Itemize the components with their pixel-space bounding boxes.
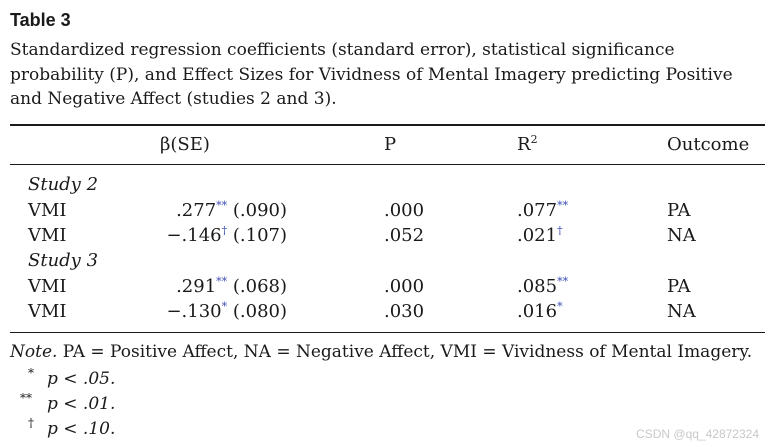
beta-coef: −.130 [166,301,222,322]
beta-sig-mark: ** [216,275,228,288]
note-label: Note. [10,342,58,362]
beta-se: (.107) [232,225,287,246]
row-label: VMI [28,225,67,246]
beta-se: (.090) [232,200,287,221]
r2-sig-mark: ** [557,199,569,212]
r2-number: .077 [517,200,558,221]
header-r2-base: R [517,134,531,155]
bottom-rule [10,332,765,333]
beta-value: −.130* (.080) [166,301,287,322]
beta-se: (.080) [232,301,287,322]
table-caption: Standardized regression coefficients (st… [10,40,733,109]
table-note: Note. PA = Positive Affect, NA = Negativ… [10,342,752,362]
beta-value: .277** (.090) [176,200,287,221]
beta-sig-mark: ** [216,199,228,212]
p-value: .000 [384,200,425,221]
r2-value: .021† [517,225,563,246]
watermark: CSDN @qq_42872324 [636,427,759,441]
table-label: Table 3 [10,10,71,30]
footnote-symbol: * [28,366,34,380]
footnote-symbol: † [28,416,34,430]
footnote-text: p < .10. [47,419,116,439]
beta-sig-mark: † [221,224,228,237]
outcome-value: PA [667,200,691,221]
r2-sig-mark: * [557,300,563,313]
header-r2: R2 [517,134,538,155]
r2-sig-mark: ** [557,275,569,288]
outcome-value: NA [667,301,696,322]
outcome-value: NA [667,225,696,246]
group-heading-study-3: Study 3 [28,250,99,271]
r2-number: .016 [517,301,558,322]
beta-coef: .277 [176,200,217,221]
beta-sig-mark: * [221,300,228,313]
note-text: PA = Positive Affect, NA = Negative Affe… [57,342,753,362]
footnote-symbol: ** [20,391,32,405]
header-beta: β(SE) [160,134,210,155]
header-r2-exponent: 2 [530,133,538,146]
header-outcome: Outcome [667,134,750,155]
beta-coef: .291 [176,276,217,297]
row-label: VMI [28,276,67,297]
beta-coef: −.146 [166,225,222,246]
r2-number: .085 [517,276,558,297]
header-rule [10,164,765,165]
r2-number: .021 [517,225,558,246]
p-value: .030 [384,301,425,322]
row-label: VMI [28,200,67,221]
footnote-text: p < .01. [47,394,116,414]
row-label: VMI [28,301,67,322]
beta-se: (.068) [232,276,287,297]
r2-value: .085** [517,276,568,297]
group-heading-study-2: Study 2 [28,174,99,195]
r2-value: .077** [517,200,568,221]
p-value: .052 [384,225,425,246]
beta-value: −.146† (.107) [166,225,287,246]
beta-value: .291** (.068) [176,276,287,297]
outcome-value: PA [667,276,691,297]
r2-value: .016* [517,301,563,322]
r2-sig-mark: † [557,224,563,237]
header-p: P [384,134,397,155]
p-value: .000 [384,276,425,297]
footnote-text: p < .05. [47,369,116,389]
top-rule [10,124,765,126]
